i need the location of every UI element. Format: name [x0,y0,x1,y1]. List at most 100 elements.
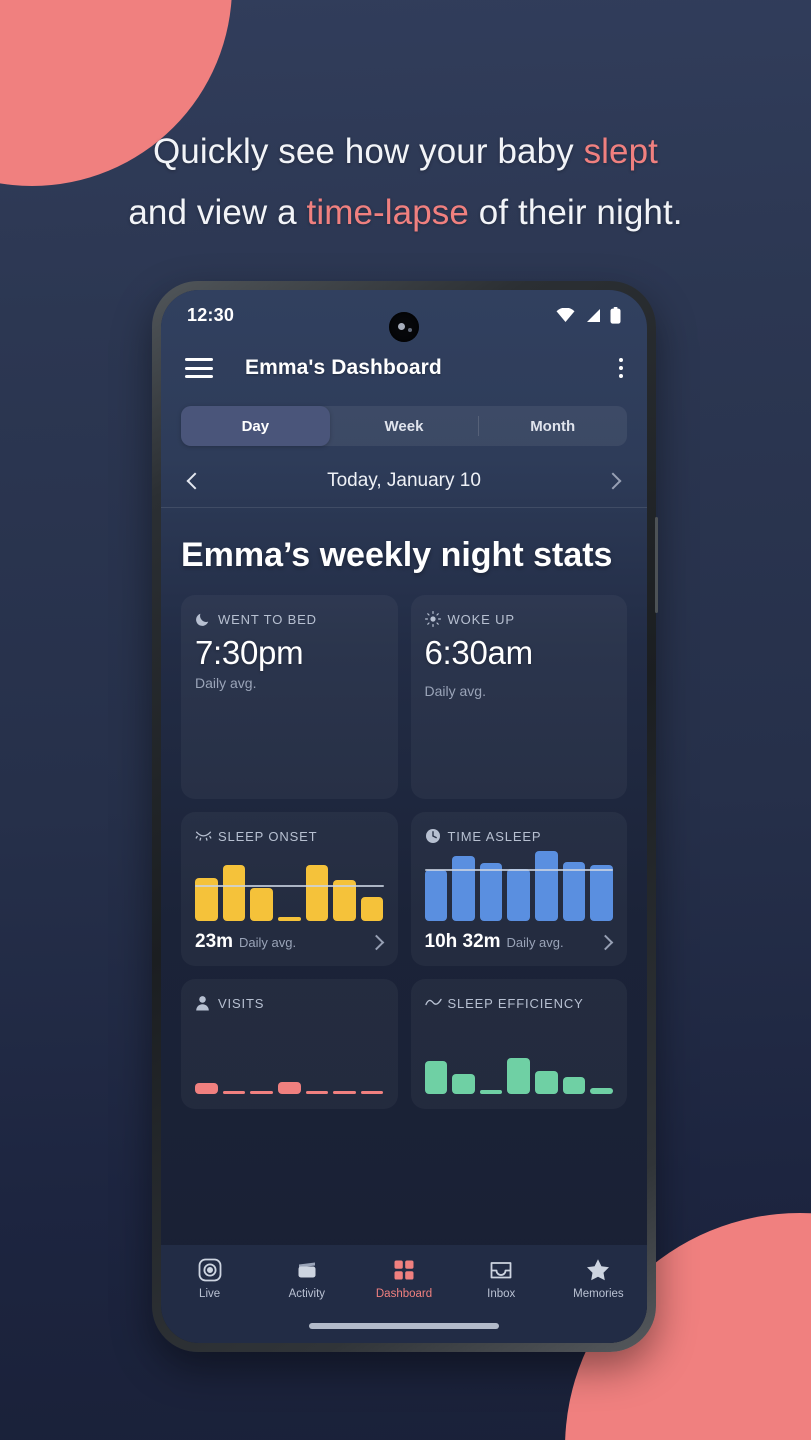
stats-card-grid: WENT TO BED 7:30pm Daily avg. [181,595,627,1109]
promo-headline-line1: Quickly see how your baby slept [0,121,811,182]
chart-bar [424,1060,448,1094]
front-camera-punch-hole [389,312,419,342]
card-went-to-bed-title: WENT TO BED [218,612,317,627]
card-woke-up-header: WOKE UP [424,611,614,628]
chart-bar [305,1090,329,1094]
promo-headline: Quickly see how your baby slept and view… [0,121,811,243]
phone-screen-area: 12:30 [161,290,647,1343]
promo-headline-accent-slept: slept [583,132,659,171]
card-sleep-onset-value: 23m [195,931,234,952]
chart-bar [535,1071,558,1094]
card-sleep-efficiency[interactable]: SLEEP EFFICIENCY [410,979,627,1109]
chart-bar [250,888,273,921]
card-woke-up-sub: Daily avg. [424,683,486,699]
card-went-to-bed[interactable]: WENT TO BED 7:30pm Daily avg. [181,595,398,799]
promo-headline-line1-text: Quickly see how your baby [152,132,584,171]
chart-bar [222,865,246,921]
chevron-right-icon[interactable] [603,470,625,492]
nav-item-activity[interactable]: Activity [258,1257,355,1300]
tab-week[interactable]: Week [384,417,424,435]
card-woke-up-value: 6:30am [424,634,534,671]
chart-bar [360,896,384,921]
battery-icon [610,306,621,324]
chart-bar [452,855,475,921]
card-time-asleep-value: 10h 32m [424,931,501,952]
card-went-to-bed-value: 7:30pm [195,634,304,671]
chart-bar [250,1090,273,1094]
inbox-tray-icon [488,1257,514,1283]
status-bar: 12:30 [161,290,647,342]
chart-average-line [195,885,384,887]
nav-label-memories: Memories [573,1288,624,1300]
clock-icon [425,828,441,844]
chart-bar [195,1083,218,1094]
promo-headline-line2-text: and view a [128,193,307,232]
date-navigator: Today, January 10 [161,454,647,508]
chevron-right-icon[interactable] [368,934,384,950]
chart-bar [424,869,448,921]
card-sleep-onset-footer: 23m Daily avg. [195,931,384,953]
wifi-icon [556,307,575,322]
dashboard-content: Emma’s weekly night stats WENT TO BED 7:… [161,508,647,1343]
chevron-left-icon[interactable] [183,470,205,492]
chart-bar [507,1057,531,1094]
memories-star-icon [585,1257,611,1283]
chart-bar [590,865,613,921]
card-went-to-bed-sub: Daily avg. [195,675,257,691]
card-sleep-onset-header: SLEEP ONSET [195,828,384,845]
chart-bar [507,868,531,921]
chart-bar [333,880,356,921]
activity-cards-icon [294,1257,320,1283]
promo-headline-line2-post: of their night. [468,193,683,232]
promo-headline-accent-timelapse: time-lapse [306,193,469,232]
nav-item-live[interactable]: Live [161,1257,258,1300]
card-went-to-bed-header: WENT TO BED [195,611,384,628]
card-time-asleep[interactable]: TIME ASLEEP 10h 32m Daily avg. [410,812,627,966]
card-sleep-efficiency-title: SLEEP EFFICIENCY [447,996,584,1011]
phone-side-button [655,517,658,613]
nav-item-dashboard[interactable]: Dashboard [355,1257,452,1300]
card-time-asleep-footer: 10h 32m Daily avg. [425,931,614,953]
status-bar-icons [556,306,621,324]
app-screen: 12:30 [161,290,647,1343]
nav-item-inbox[interactable]: Inbox [453,1257,550,1300]
chart-bar [277,916,301,921]
hamburger-menu-icon[interactable] [185,358,213,378]
chart-bar [562,1077,586,1094]
chart-bar [195,877,218,921]
sun-icon [424,611,441,627]
app-bar: Emma's Dashboard [161,340,647,396]
cellular-signal-icon [587,308,600,322]
chart-bar [277,1081,301,1094]
sleep-onset-bar-chart [195,851,384,923]
card-visits-header: VISITS [195,995,384,1012]
card-visits[interactable]: VISITS [181,979,398,1109]
card-time-asleep-title: TIME ASLEEP [447,829,542,844]
tab-day[interactable]: Day [181,406,330,446]
moon-icon [195,611,211,627]
card-time-asleep-sub: Daily avg. [506,935,564,950]
nav-item-memories[interactable]: Memories [550,1257,647,1300]
period-segmented-control[interactable]: Day Week Month [181,406,627,446]
card-woke-up[interactable]: WOKE UP 6:30am Daily avg. [410,595,627,799]
card-visits-title: VISITS [218,996,265,1011]
kebab-menu-icon[interactable] [619,358,623,378]
tab-month[interactable]: Month [478,406,627,446]
chart-bar [452,1074,475,1094]
page-title-appbar: Emma's Dashboard [245,356,442,379]
card-time-asleep-header: TIME ASLEEP [425,828,614,845]
chart-bar [305,865,329,921]
card-sleep-efficiency-header: SLEEP EFFICIENCY [424,995,614,1012]
chart-average-line [424,869,613,872]
chart-bar [562,861,586,921]
current-date-label: Today, January 10 [327,469,481,491]
closed-eye-icon [195,828,212,844]
chart-bar [479,1090,503,1094]
card-sleep-onset[interactable]: SLEEP ONSET 23m Daily avg. [181,812,398,966]
page-title: Emma’s weekly night stats [181,536,613,574]
chevron-right-icon[interactable] [597,934,613,950]
phone-mockup: 12:30 [152,281,658,1352]
nav-label-live: Live [199,1288,221,1300]
chart-bar [535,851,558,921]
time-asleep-bar-chart [424,851,613,923]
